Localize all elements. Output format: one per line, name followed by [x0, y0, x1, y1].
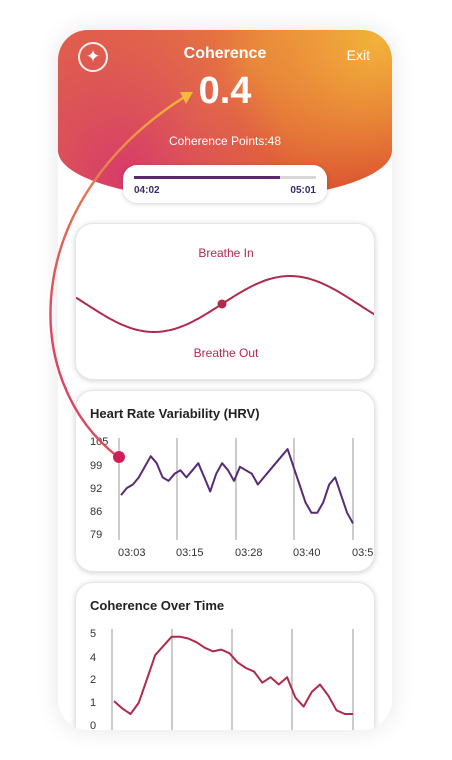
y-tick-label: 99 — [90, 460, 102, 472]
progress-track[interactable] — [134, 176, 316, 179]
sparkle-icon[interactable]: ✦ — [78, 42, 108, 72]
x-tick-label: 03:28 — [235, 547, 263, 559]
x-tick-label: 03:03 — [118, 547, 146, 559]
y-tick-label: 86 — [90, 506, 102, 518]
breathe-out-label: Breathe Out — [193, 346, 259, 360]
x-tick-label: 03:40 — [293, 547, 321, 559]
exit-button[interactable]: Exit — [346, 47, 370, 63]
coherence-card: Coherence Over Time 5 4 2 1 0 — [75, 582, 375, 730]
hrv-card: Heart Rate Variability (HRV) 105 99 92 86 79… — [75, 390, 375, 572]
coherence-score: 0.4 — [198, 70, 252, 112]
coherence-points: Coherence Points:48 — [168, 134, 282, 148]
y-tick-label: 1 — [90, 697, 96, 709]
elapsed-time: 04:02 — [134, 185, 160, 196]
y-tick-label: 92 — [90, 483, 102, 495]
x-tick-label: 03:15 — [176, 547, 204, 559]
session-progress: 04:02 05:01 — [123, 165, 327, 203]
total-time: 05:01 — [290, 185, 316, 196]
x-tick-label: 03:53 — [352, 547, 375, 559]
phone-screen: ✦ Coherence Exit 0.4 Coherence Points:48… — [58, 30, 392, 730]
y-tick-label: 4 — [90, 652, 96, 664]
coherence-title: Coherence Over Time — [90, 598, 225, 613]
breathing-guide-card: Breathe In Breathe Out — [75, 223, 375, 380]
hrv-chart: 105 99 92 86 79 03:03 03:15 03:28 03:40 03:53 — [90, 436, 375, 559]
page-title: Coherence — [183, 45, 267, 62]
y-tick-label: 5 — [90, 628, 96, 640]
y-tick-label: 79 — [90, 529, 102, 541]
breath-position-dot — [217, 299, 227, 309]
breathe-in-label: Breathe In — [198, 246, 254, 260]
y-tick-label: 105 — [90, 436, 108, 448]
coherence-chart: 5 4 2 1 0 — [90, 628, 354, 730]
y-tick-label: 2 — [90, 674, 96, 686]
progress-fill — [134, 176, 280, 179]
series-line — [120, 448, 354, 524]
series-line — [113, 635, 353, 715]
y-tick-label: 0 — [90, 720, 96, 730]
